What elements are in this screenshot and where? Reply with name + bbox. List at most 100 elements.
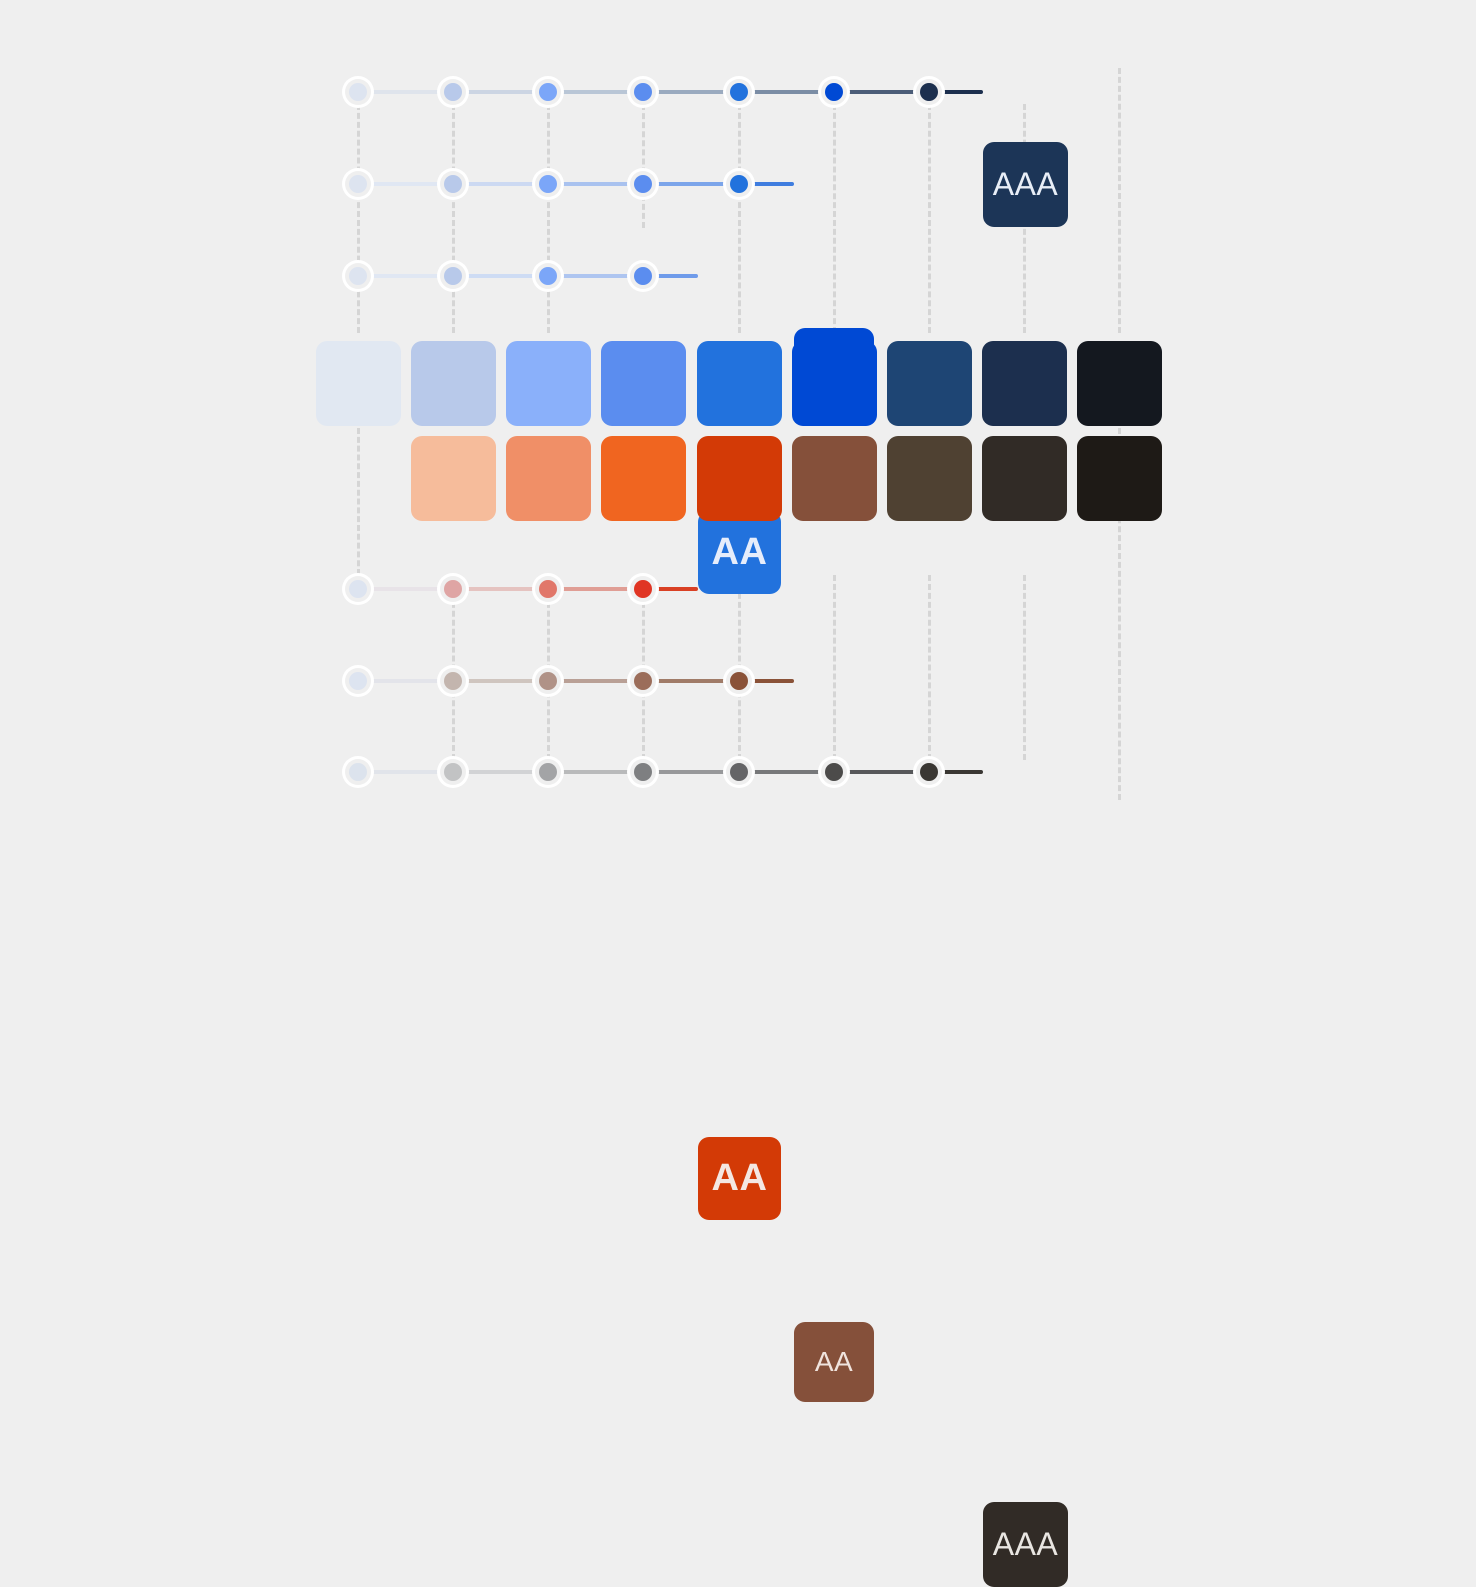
color-swatch[interactable] xyxy=(410,436,496,521)
gridline-column-1 xyxy=(451,575,455,760)
scale-step-dot[interactable] xyxy=(444,175,462,193)
scale-step-dot[interactable] xyxy=(730,175,748,193)
scale-step-dot[interactable] xyxy=(349,580,367,598)
color-swatch[interactable] xyxy=(1076,341,1162,426)
connector-segment xyxy=(453,679,548,683)
scale-step-dot[interactable] xyxy=(634,267,652,285)
gridline-column-4 xyxy=(737,104,741,333)
scale-step-dot[interactable] xyxy=(539,763,557,781)
color-swatch[interactable] xyxy=(696,436,782,521)
gridline-column-8 xyxy=(1117,68,1121,333)
connector-segment xyxy=(453,587,548,591)
gridline-column-6 xyxy=(927,104,931,333)
connector-segment xyxy=(453,770,548,774)
connector-segment xyxy=(739,770,834,774)
color-swatch[interactable] xyxy=(886,436,972,521)
color-swatch[interactable] xyxy=(315,341,401,426)
connector-segment xyxy=(643,182,739,186)
connector-segment xyxy=(548,274,643,278)
scale-step-dot[interactable] xyxy=(349,672,367,690)
scale-step-dot[interactable] xyxy=(920,763,938,781)
color-swatch[interactable] xyxy=(791,341,877,426)
gridline-column-0 xyxy=(356,428,360,575)
connector-segment xyxy=(453,274,548,278)
connector-segment xyxy=(643,90,739,94)
color-swatch[interactable] xyxy=(981,341,1067,426)
connector-segment xyxy=(548,90,643,94)
gridline-column-4 xyxy=(737,575,741,760)
scale-step-dot[interactable] xyxy=(539,267,557,285)
gridline-column-1 xyxy=(451,104,455,333)
connector-segment xyxy=(834,90,929,94)
contrast-badge-aaa[interactable]: AAA xyxy=(983,1501,1068,1587)
connector-segment xyxy=(739,182,794,186)
color-swatch[interactable] xyxy=(886,341,972,426)
scale-step-dot[interactable] xyxy=(444,83,462,101)
connector-segment xyxy=(643,679,739,683)
connector-segment xyxy=(834,770,929,774)
connector-segment xyxy=(643,274,698,278)
connector-segment xyxy=(548,770,643,774)
color-swatch[interactable] xyxy=(1076,436,1162,521)
scale-step-dot[interactable] xyxy=(634,672,652,690)
contrast-badge-aa[interactable]: AA xyxy=(698,1136,781,1220)
gridline-column-3 xyxy=(641,575,645,760)
scale-step-dot[interactable] xyxy=(349,763,367,781)
scale-step-dot[interactable] xyxy=(730,763,748,781)
scale-step-dot[interactable] xyxy=(444,580,462,598)
contrast-scale-canvas: AAAAAAAAAAAAAA xyxy=(315,68,1162,1587)
scale-step-dot[interactable] xyxy=(730,83,748,101)
scale-step-dot[interactable] xyxy=(825,83,843,101)
scale-step-dot[interactable] xyxy=(349,175,367,193)
scale-step-dot[interactable] xyxy=(539,672,557,690)
connector-segment xyxy=(643,587,698,591)
color-swatch[interactable] xyxy=(696,341,782,426)
connector-segment xyxy=(358,770,453,774)
connector-segment xyxy=(548,182,643,186)
scale-step-dot[interactable] xyxy=(539,580,557,598)
scale-step-dot[interactable] xyxy=(634,763,652,781)
color-swatch[interactable] xyxy=(791,436,877,521)
scale-step-dot[interactable] xyxy=(539,83,557,101)
scale-step-dot[interactable] xyxy=(634,175,652,193)
gridline-column-0 xyxy=(356,104,360,333)
scale-step-dot[interactable] xyxy=(444,672,462,690)
scale-step-dot[interactable] xyxy=(730,672,748,690)
color-swatch[interactable] xyxy=(600,436,686,521)
scale-step-dot[interactable] xyxy=(920,83,938,101)
connector-segment xyxy=(548,679,643,683)
color-swatch[interactable] xyxy=(600,341,686,426)
scale-step-dot[interactable] xyxy=(444,763,462,781)
contrast-badge-aa[interactable]: AA xyxy=(794,1322,874,1402)
contrast-badge-aa[interactable]: AA xyxy=(698,510,781,594)
connector-segment xyxy=(358,679,453,683)
contrast-badge-aaa[interactable]: AAA xyxy=(983,141,1068,227)
gridline-column-2 xyxy=(546,575,550,760)
gridline-column-3 xyxy=(641,104,645,228)
connector-segment xyxy=(358,182,453,186)
connector-segment xyxy=(739,679,794,683)
gridline-column-2 xyxy=(546,104,550,333)
connector-segment xyxy=(929,90,983,94)
scale-step-dot[interactable] xyxy=(444,267,462,285)
connector-segment xyxy=(358,587,453,591)
color-swatch[interactable] xyxy=(505,436,591,521)
connector-segment xyxy=(358,274,453,278)
connector-segment xyxy=(929,770,983,774)
scale-step-dot[interactable] xyxy=(349,83,367,101)
connector-segment xyxy=(643,770,739,774)
color-swatch[interactable] xyxy=(981,436,1067,521)
scale-step-dot[interactable] xyxy=(825,763,843,781)
scale-step-dot[interactable] xyxy=(539,175,557,193)
connector-segment xyxy=(453,182,548,186)
connector-segment xyxy=(739,90,834,94)
connector-segment xyxy=(453,90,548,94)
gridline-column-5 xyxy=(832,575,836,760)
gridline-column-5 xyxy=(832,104,836,333)
scale-step-dot[interactable] xyxy=(349,267,367,285)
gridline-column-7 xyxy=(1022,575,1026,760)
color-swatch[interactable] xyxy=(410,341,496,426)
scale-step-dot[interactable] xyxy=(634,580,652,598)
color-swatch[interactable] xyxy=(505,341,591,426)
scale-step-dot[interactable] xyxy=(634,83,652,101)
